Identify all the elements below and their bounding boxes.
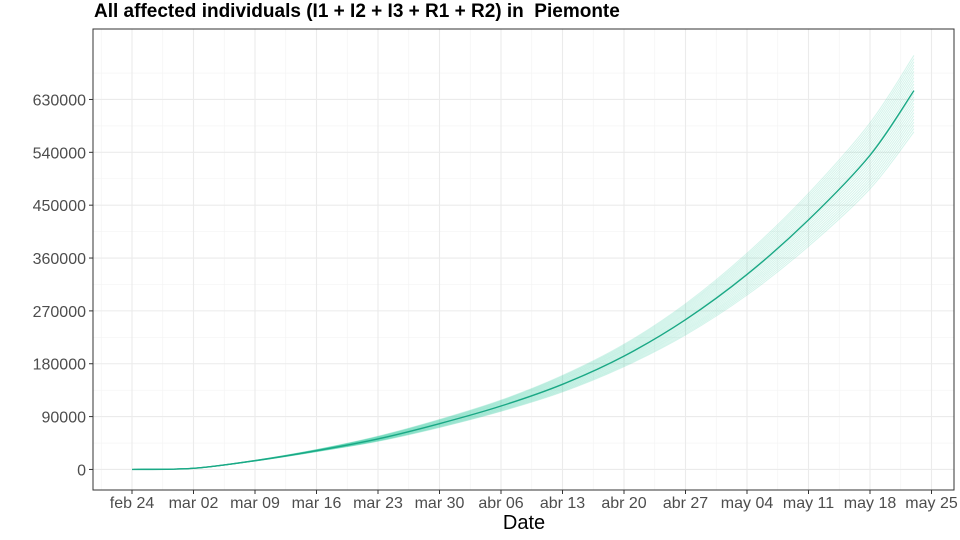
y-tick-label: 180000	[33, 357, 86, 374]
simulation-line	[131, 112, 915, 470]
x-tick-label: may 18	[844, 495, 897, 512]
series-lines	[131, 90, 915, 471]
simulation-line	[131, 109, 915, 470]
x-tick-label: may 04	[721, 495, 774, 512]
x-axis-title: Date	[503, 512, 545, 534]
y-tick-label: 540000	[33, 145, 86, 162]
main-series-line	[131, 90, 915, 471]
y-tick-label: 0	[77, 462, 86, 479]
y-tick-label: 360000	[33, 251, 86, 268]
x-tick-label: mar 16	[292, 495, 342, 512]
panel-border	[92, 28, 955, 491]
simulation-line	[131, 93, 915, 470]
simulation-line	[131, 106, 915, 470]
y-tick-label: 450000	[33, 198, 86, 215]
simulation-line	[131, 77, 915, 470]
simulation-line	[131, 90, 915, 470]
simulation-line	[131, 74, 915, 470]
x-tick-label: mar 09	[230, 495, 280, 512]
x-tick-label: may 25	[905, 495, 958, 512]
simulation-line	[131, 71, 915, 470]
x-tick-label: mar 02	[169, 495, 219, 512]
y-tick-label: 90000	[42, 410, 87, 427]
simulation-line	[131, 61, 915, 470]
simulation-line	[131, 80, 915, 470]
simulation-line	[131, 131, 915, 470]
x-tick-label: mar 30	[415, 495, 465, 512]
simulation-line	[131, 128, 915, 470]
x-tick-label: feb 24	[110, 495, 155, 512]
simulation-line	[131, 86, 915, 470]
y-tick-label: 270000	[33, 304, 86, 321]
major-gridlines	[93, 29, 954, 490]
simulation-line	[131, 102, 915, 470]
x-tick-label: may 11	[783, 495, 834, 512]
y-tick-label: 630000	[33, 92, 86, 109]
x-tick-label: abr 20	[601, 495, 646, 512]
x-tick-label: mar 23	[353, 495, 403, 512]
y-axis: 0 90000 180000 270000 360000 450000 540000 6300…	[33, 92, 93, 479]
simulation-line	[131, 55, 915, 470]
chart-title: All affected individuals (I1 + I2 + I3 +…	[94, 1, 620, 22]
x-tick-label: abr 06	[478, 495, 523, 512]
simulation-line	[131, 67, 915, 470]
simulation-line	[131, 58, 915, 470]
simulation-line	[131, 83, 915, 470]
x-tick-label: abr 13	[540, 495, 585, 512]
simulation-line	[131, 125, 915, 470]
simulation-line	[131, 121, 915, 470]
x-tick-label: abr 27	[663, 495, 708, 512]
uncertainty-band	[131, 55, 915, 470]
minor-gridlines	[93, 29, 954, 490]
x-axis: feb 24 mar 02 mar 09 mar 16 mar 23 mar 30 abr …	[110, 490, 958, 512]
